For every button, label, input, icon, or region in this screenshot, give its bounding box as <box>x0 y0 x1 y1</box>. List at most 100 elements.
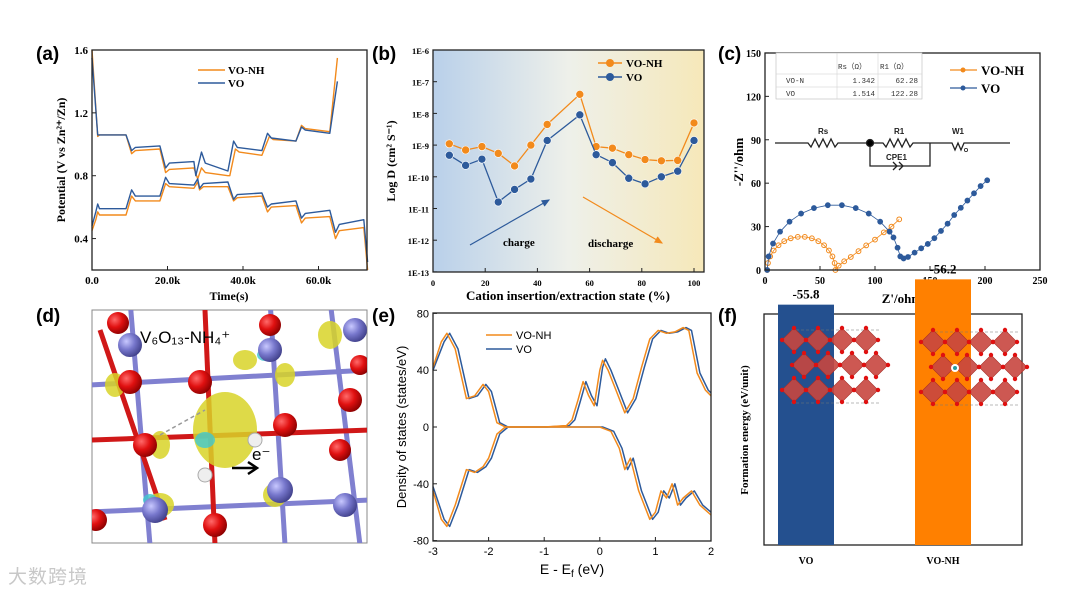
data-point <box>894 244 901 251</box>
x-tick-label: 0 <box>431 278 435 288</box>
data-point <box>445 139 454 149</box>
oxygen-atom <box>1002 327 1008 333</box>
bar-value-label: -55.8 <box>792 287 820 302</box>
legend-marker <box>960 85 966 91</box>
series-line-vo-nh <box>432 326 712 428</box>
x-tick-label: 1 <box>652 546 658 558</box>
x-tick-label: 80 <box>638 278 647 288</box>
legend-label: VO-NH <box>516 330 552 342</box>
x-axis-label: Time(s) <box>209 289 248 303</box>
legend-marker <box>606 73 614 81</box>
charge-arrow <box>469 199 551 246</box>
oxygen-atom <box>863 349 869 355</box>
oxygen-atom <box>815 399 821 405</box>
octahedron <box>968 379 994 405</box>
category-label: VO-NH <box>926 556 959 567</box>
octahedron <box>853 327 879 353</box>
octahedron <box>968 329 994 355</box>
y-tick-label: 1E-12 <box>408 236 429 246</box>
oxygen-atom <box>942 339 948 345</box>
oxygen-atom <box>988 352 994 358</box>
x-tick-label: 200 <box>978 276 993 287</box>
oxygen-atom <box>1002 377 1008 383</box>
x-tick-label: 20 <box>481 278 490 288</box>
equivalent-circuit: Rs R1 W1 CPE1 <box>775 127 1010 171</box>
oxygen-atom <box>1002 351 1008 357</box>
vanadium-atoms <box>118 318 367 523</box>
data-point <box>770 247 777 254</box>
oxygen-atom <box>863 325 869 331</box>
x-tick-label: 40.0k <box>230 275 256 287</box>
legend-label: VO-NH <box>981 63 1024 78</box>
table-cell: 1.342 <box>852 78 875 86</box>
electron-label: e⁻ <box>252 445 270 464</box>
y-tick-label: -80 <box>413 536 429 548</box>
oxygen-atom <box>1000 364 1006 370</box>
oxygen-atom <box>930 327 936 333</box>
y-tick-label: 1E-7 <box>412 78 430 88</box>
oxygen-atom <box>779 387 785 393</box>
legend-label: VO <box>228 78 245 90</box>
oxygen-atom <box>966 389 972 395</box>
oxygen-atom <box>839 325 845 331</box>
table-cell: VO-N <box>786 78 804 86</box>
y-tick-label: 1E-8 <box>412 109 429 119</box>
oxygen-atoms <box>92 312 367 537</box>
oxygen-atom <box>827 387 833 393</box>
data-point <box>826 247 832 254</box>
y-tick-label: 1E-9 <box>412 141 429 151</box>
x-axis-label-part: E - E <box>540 561 571 577</box>
ammonium-ion <box>953 366 957 370</box>
y-tick-label: 40 <box>417 365 429 377</box>
octahedron <box>839 352 865 378</box>
oxygen-atom <box>988 376 994 382</box>
data-point <box>977 183 984 189</box>
oxygen-atom <box>851 387 857 393</box>
data-point <box>911 249 918 256</box>
x-tick-label: 50 <box>815 276 825 287</box>
data-point <box>575 110 585 120</box>
data-point <box>944 220 951 227</box>
data-point <box>821 242 827 249</box>
data-point <box>542 120 552 129</box>
y-tick-label: 150 <box>746 49 761 60</box>
legend-label: VO <box>516 344 532 356</box>
oxygen-atom <box>873 350 879 356</box>
oxygen-atom <box>791 325 797 331</box>
panel-e-chart: -3 -2 -1 0 1 2 -80 -40 0 40 80 VO-NH VO E - Ef (eV) De… <box>394 308 714 580</box>
series-line-vo <box>766 179 988 271</box>
circuit-label-w1: W1 <box>952 127 965 136</box>
formula-label: V₆O₁₃-NH₄⁺ <box>140 328 230 347</box>
data-point <box>872 236 878 243</box>
data-point <box>938 228 944 234</box>
data-point <box>510 185 519 194</box>
legend-marker <box>606 59 614 67</box>
oxygen-atom <box>789 362 795 368</box>
oxygen-atom <box>1024 364 1030 370</box>
data-point <box>673 156 682 165</box>
series-line-vo-nh <box>91 181 369 271</box>
data-point <box>831 260 838 266</box>
data-point <box>905 254 911 260</box>
panel-label-b: (b) <box>372 44 396 65</box>
oxygen-atom <box>978 327 984 333</box>
oxygen-atom <box>849 374 855 380</box>
oxygen-atom <box>875 387 881 393</box>
data-point <box>608 158 617 167</box>
data-point <box>477 154 487 164</box>
x-tick-label: 0 <box>597 546 603 558</box>
oxygen-atom <box>861 362 867 368</box>
y-axis-label: Log D (cm² S⁻¹) <box>384 120 398 201</box>
oxygen-atom <box>801 350 807 356</box>
data-point <box>657 172 666 182</box>
data-point <box>811 205 817 211</box>
table-cell: VO <box>786 91 796 99</box>
octahedron <box>978 354 1004 380</box>
oxygen-atom <box>918 339 924 345</box>
y-tick-label: 1E-10 <box>408 173 429 183</box>
data-point <box>781 238 788 245</box>
data-point <box>510 161 519 171</box>
data-point <box>640 179 650 189</box>
oxygen-atom <box>873 374 879 380</box>
